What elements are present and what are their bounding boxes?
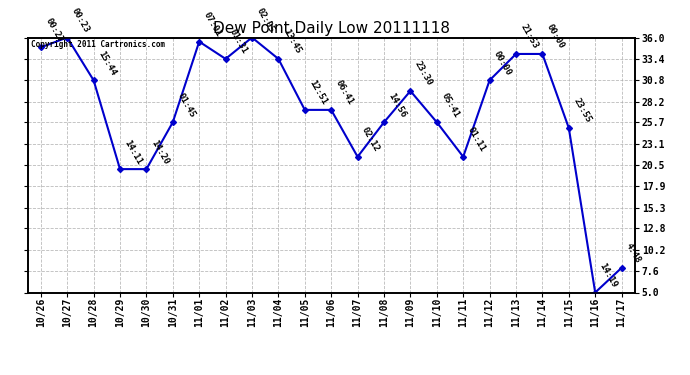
Text: 23:30: 23:30 bbox=[413, 60, 434, 88]
Title: Dew Point Daily Low 20111118: Dew Point Daily Low 20111118 bbox=[213, 21, 450, 36]
Text: 05:41: 05:41 bbox=[440, 91, 461, 119]
Text: 4:48: 4:48 bbox=[624, 242, 643, 264]
Text: 21:53: 21:53 bbox=[519, 23, 540, 51]
Text: 01:45: 01:45 bbox=[175, 91, 197, 119]
Text: 00:00: 00:00 bbox=[492, 49, 513, 77]
Text: 02:12: 02:12 bbox=[360, 126, 382, 153]
Text: 02:05: 02:05 bbox=[255, 6, 276, 34]
Text: 07:01: 07:01 bbox=[202, 10, 223, 38]
Text: 23:55: 23:55 bbox=[571, 97, 593, 125]
Text: 13:45: 13:45 bbox=[281, 28, 302, 56]
Text: 14:11: 14:11 bbox=[123, 138, 144, 166]
Text: 00:00: 00:00 bbox=[545, 23, 566, 51]
Text: 00:27: 00:27 bbox=[43, 16, 65, 44]
Text: 15:44: 15:44 bbox=[96, 49, 117, 77]
Text: 01:11: 01:11 bbox=[466, 126, 487, 153]
Text: 14:56: 14:56 bbox=[386, 91, 408, 119]
Text: 14:20: 14:20 bbox=[149, 138, 170, 166]
Text: 12:51: 12:51 bbox=[308, 79, 328, 106]
Text: 14:19: 14:19 bbox=[598, 261, 619, 289]
Text: 01:31: 01:31 bbox=[228, 28, 250, 56]
Text: 00:23: 00:23 bbox=[70, 6, 91, 34]
Text: 06:41: 06:41 bbox=[334, 79, 355, 106]
Text: Copyright 2011 Cartronics.com: Copyright 2011 Cartronics.com bbox=[30, 40, 165, 49]
